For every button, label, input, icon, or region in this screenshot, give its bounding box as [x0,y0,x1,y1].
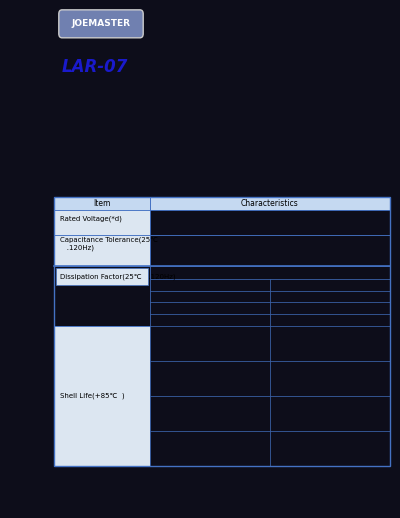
Text: Dissipation Factor(25℃   .120Hz): Dissipation Factor(25℃ .120Hz) [60,273,176,280]
Bar [270,314,390,326]
Bar [270,326,390,361]
Text: Characteristics: Characteristics [241,199,299,208]
Bar [150,291,270,303]
Bar [270,303,390,314]
Text: Item: Item [93,199,110,208]
Bar [54,235,150,266]
Bar [270,279,390,291]
Bar [150,303,270,314]
Bar [150,326,270,361]
Text: JOEMASTER: JOEMASTER [72,19,130,28]
Bar [150,314,270,326]
Text: Rated Voltage(*d): Rated Voltage(*d) [60,215,122,222]
Bar [150,396,270,431]
Bar [150,235,390,266]
Text: LAR-07: LAR-07 [62,59,128,76]
Text: Shell Life(+85℃  ): Shell Life(+85℃ ) [60,393,125,399]
Bar [270,291,390,303]
Bar [150,210,390,235]
Bar [150,197,390,210]
Bar [270,361,390,396]
Bar [150,431,270,466]
Bar [54,210,150,235]
Bar [54,197,150,210]
Bar [150,361,270,396]
Bar [270,396,390,431]
FancyBboxPatch shape [59,10,143,38]
Bar [270,431,390,466]
Bar [150,279,270,291]
Bar [56,268,148,285]
Text: Capacitance Tolerance(25℃
   .120Hz): Capacitance Tolerance(25℃ .120Hz) [60,236,158,251]
Bar [150,266,390,279]
